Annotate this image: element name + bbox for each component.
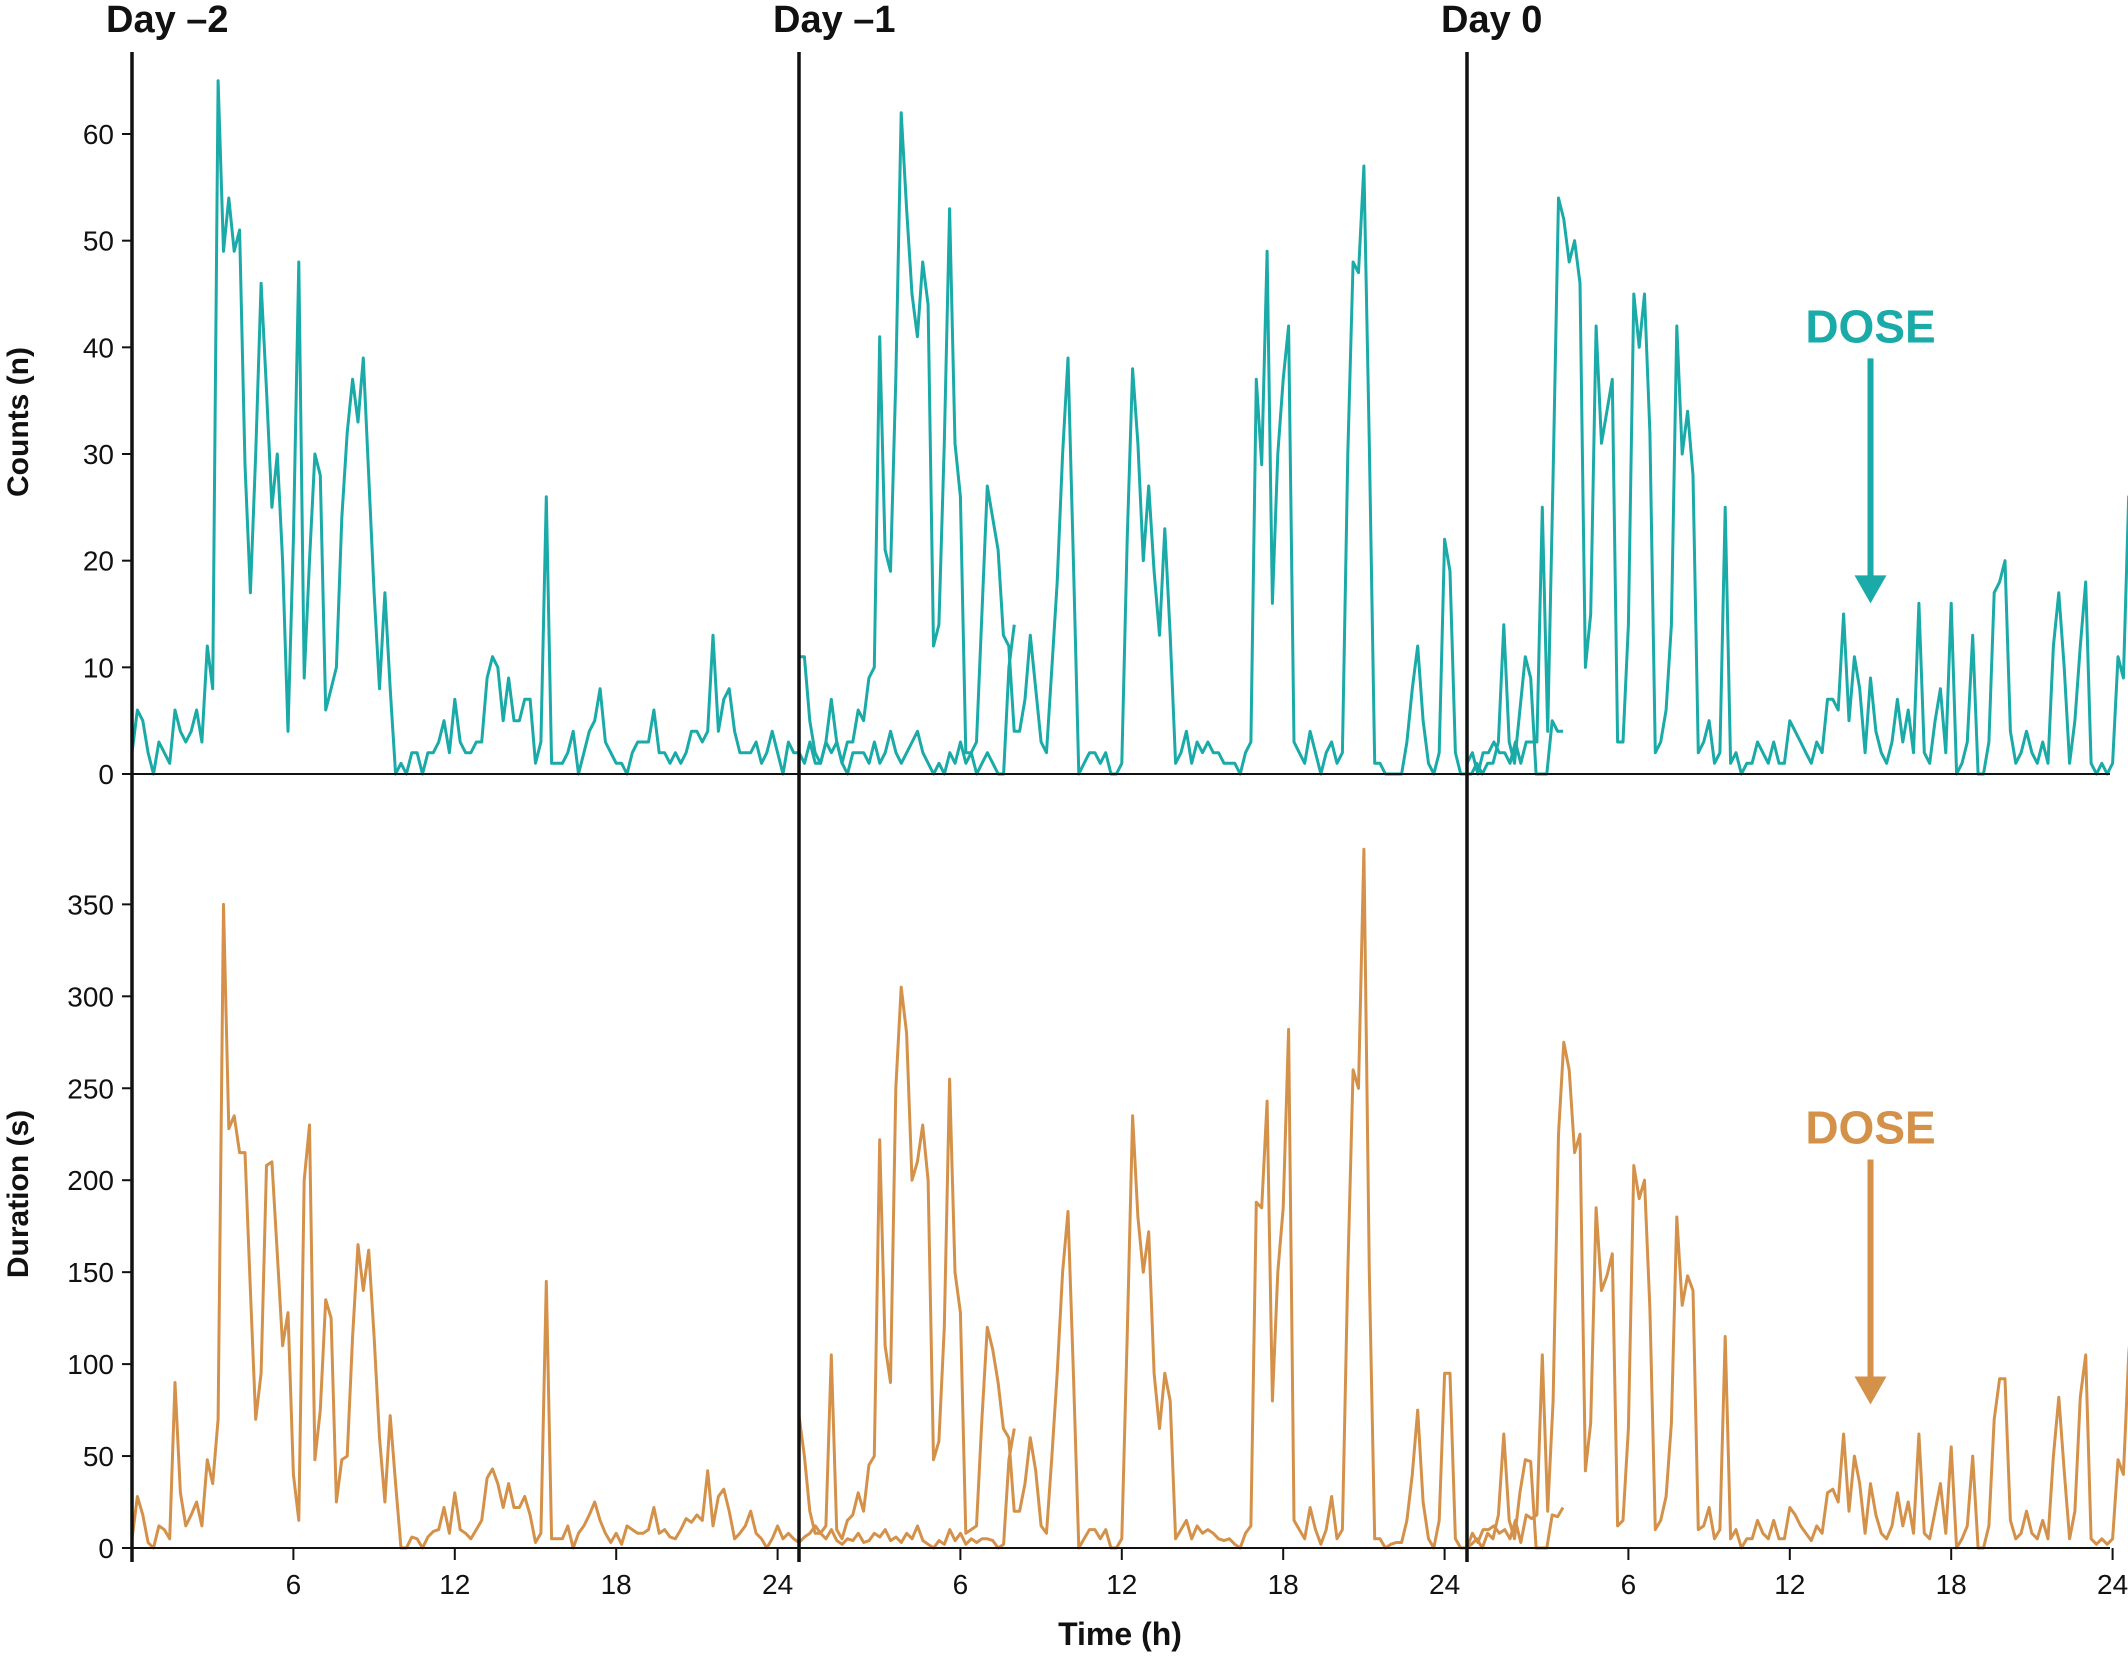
counts-y-tick-label: 60	[83, 119, 114, 150]
counts-dose-arrow-head	[1854, 575, 1887, 604]
x-tick-label: 6	[286, 1569, 302, 1600]
duration-dose-label: DOSE	[1805, 1102, 1935, 1154]
day-title-1: Day –1	[773, 0, 896, 41]
day-title-0: Day –2	[106, 0, 229, 41]
counts-y-tick-label: 0	[98, 759, 114, 790]
duration-series-panel-2	[1465, 1040, 2128, 1550]
x-tick-label: 24	[762, 1569, 793, 1600]
x-tick-label: 18	[1268, 1569, 1299, 1600]
duration-dose-arrow-head	[1854, 1376, 1887, 1405]
duration-y-tick-label: 100	[67, 1349, 114, 1380]
duration-series-panel-1	[797, 847, 1565, 1550]
counts-y-tick-label: 30	[83, 439, 114, 470]
x-tick-label: 12	[1106, 1569, 1137, 1600]
counts-y-tick-label: 40	[83, 332, 114, 363]
x-tick-label: 6	[1621, 1569, 1637, 1600]
x-tick-label: 12	[439, 1569, 470, 1600]
x-tick-label: 18	[1936, 1569, 1967, 1600]
series-layer	[130, 79, 2128, 1550]
counts-y-axis-label: Counts (n)	[2, 347, 35, 497]
axes-layer	[122, 52, 2114, 1562]
counts-y-tick-label: 20	[83, 546, 114, 577]
x-tick-label: 24	[1429, 1569, 1460, 1600]
duration-y-tick-label: 350	[67, 889, 114, 920]
duration-y-tick-label: 150	[67, 1257, 114, 1288]
x-tick-label: 18	[601, 1569, 632, 1600]
counts-y-tick-label: 10	[83, 652, 114, 683]
x-tick-label: 24	[2097, 1569, 2128, 1600]
counts-series-panel-0	[130, 79, 1016, 776]
duration-y-tick-label: 200	[67, 1165, 114, 1196]
counts-dose-label: DOSE	[1805, 300, 1935, 352]
x-tick-label: 12	[1774, 1569, 1805, 1600]
duration-y-axis-label: Duration (s)	[2, 1110, 35, 1278]
counts-series-panel-2	[1465, 196, 2128, 776]
counts-series-panel-1	[799, 111, 1563, 776]
duration-y-tick-label: 0	[98, 1533, 114, 1564]
day-title-2: Day 0	[1441, 0, 1542, 41]
duration-y-tick-label: 50	[83, 1441, 114, 1472]
duration-y-tick-label: 250	[67, 1073, 114, 1104]
counts-y-tick-label: 50	[83, 226, 114, 257]
x-axis-label: Time (h)	[1058, 1616, 1182, 1652]
x-tick-label: 6	[953, 1569, 969, 1600]
duration-y-tick-label: 300	[67, 981, 114, 1012]
